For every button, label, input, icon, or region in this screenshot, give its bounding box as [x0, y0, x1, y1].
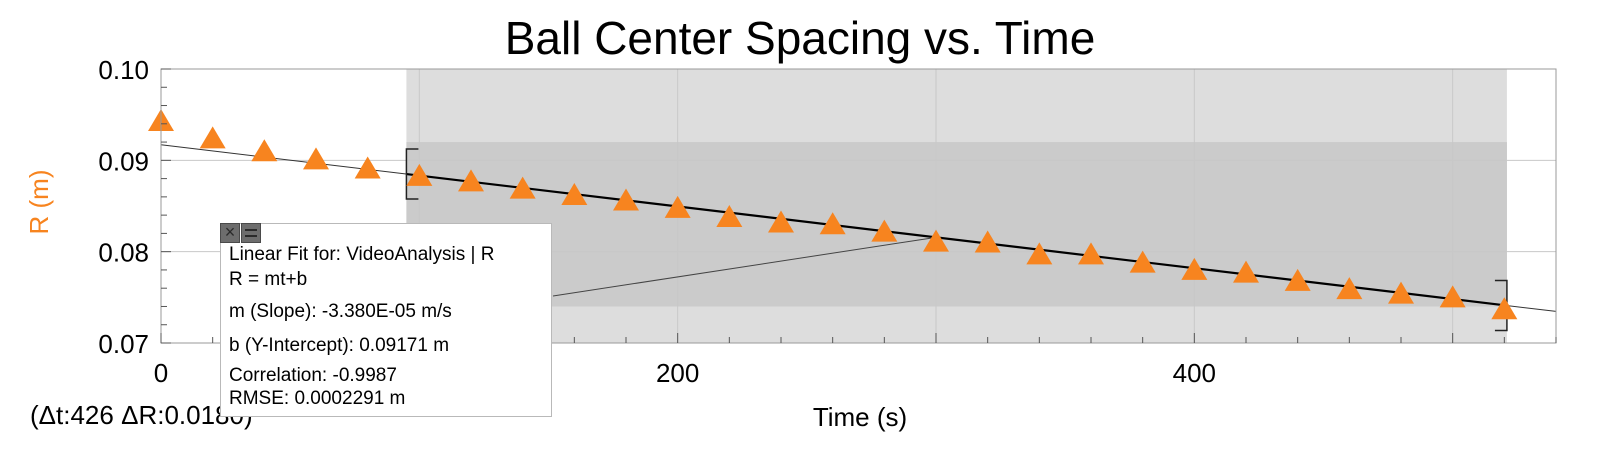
data-point [458, 169, 484, 192]
y-axis-label: R (m) [24, 170, 54, 235]
x-axis-label: Time (s) [813, 402, 907, 432]
plot-frame [160, 68, 1557, 344]
data-point [1284, 268, 1311, 291]
range-bracket-left [405, 148, 419, 200]
linear-fit-info-box[interactable]: × Linear Fit for: VideoAnalysis | R R = … [220, 223, 552, 417]
data-point [923, 229, 949, 252]
data-point [1439, 285, 1466, 308]
data-point [613, 188, 639, 211]
fit-correlation: Correlation: -0.9987 [229, 365, 397, 386]
data-point [354, 156, 381, 179]
data-point [974, 230, 1001, 253]
data-point [768, 210, 794, 233]
fit-band [406, 142, 1507, 307]
data-point [303, 147, 329, 170]
y-tick-label: 0.09 [98, 146, 149, 176]
data-point [1181, 257, 1208, 280]
fit-line [406, 172, 1508, 307]
data-point [664, 195, 691, 218]
data-point [871, 219, 898, 242]
data-point [1336, 277, 1363, 300]
fit-intercept: b (Y-Intercept): 0.09171 m [229, 335, 450, 356]
y-tick-label: 0.07 [98, 329, 149, 359]
data-point [1129, 250, 1156, 273]
data-point [1388, 281, 1414, 304]
data-point [1078, 242, 1104, 265]
fit-title: Linear Fit for: VideoAnalysis | R [229, 244, 495, 265]
chart-title: Ball Center Spacing vs. Time [505, 12, 1096, 64]
x-tick-label: 200 [656, 358, 699, 388]
x-tick-label: 400 [1173, 358, 1216, 388]
data-point [561, 183, 588, 206]
close-icon[interactable]: × [220, 223, 240, 243]
y-tick-label: 0.08 [98, 238, 149, 268]
fit-rmse: RMSE: 0.0002291 m [229, 388, 406, 409]
data-point [1026, 242, 1053, 265]
data-point [716, 204, 743, 227]
delta-readout: (Δt:426 ΔR:0.0180) [30, 400, 253, 430]
data-point [1491, 297, 1518, 320]
fit-slope: m (Slope): -3.380E-05 m/s [229, 301, 452, 322]
data-point [509, 176, 536, 199]
data-point [819, 212, 846, 235]
options-icon[interactable] [241, 223, 261, 243]
data-point [406, 163, 433, 186]
fit-info-connector [552, 236, 937, 297]
data-point [199, 126, 226, 149]
fit-equation: R = mt+b [229, 269, 308, 290]
data-point [251, 139, 278, 162]
data-point [1233, 260, 1259, 283]
x-tick-label: 0 [154, 358, 168, 388]
y-tick-label: 0.10 [98, 55, 149, 85]
